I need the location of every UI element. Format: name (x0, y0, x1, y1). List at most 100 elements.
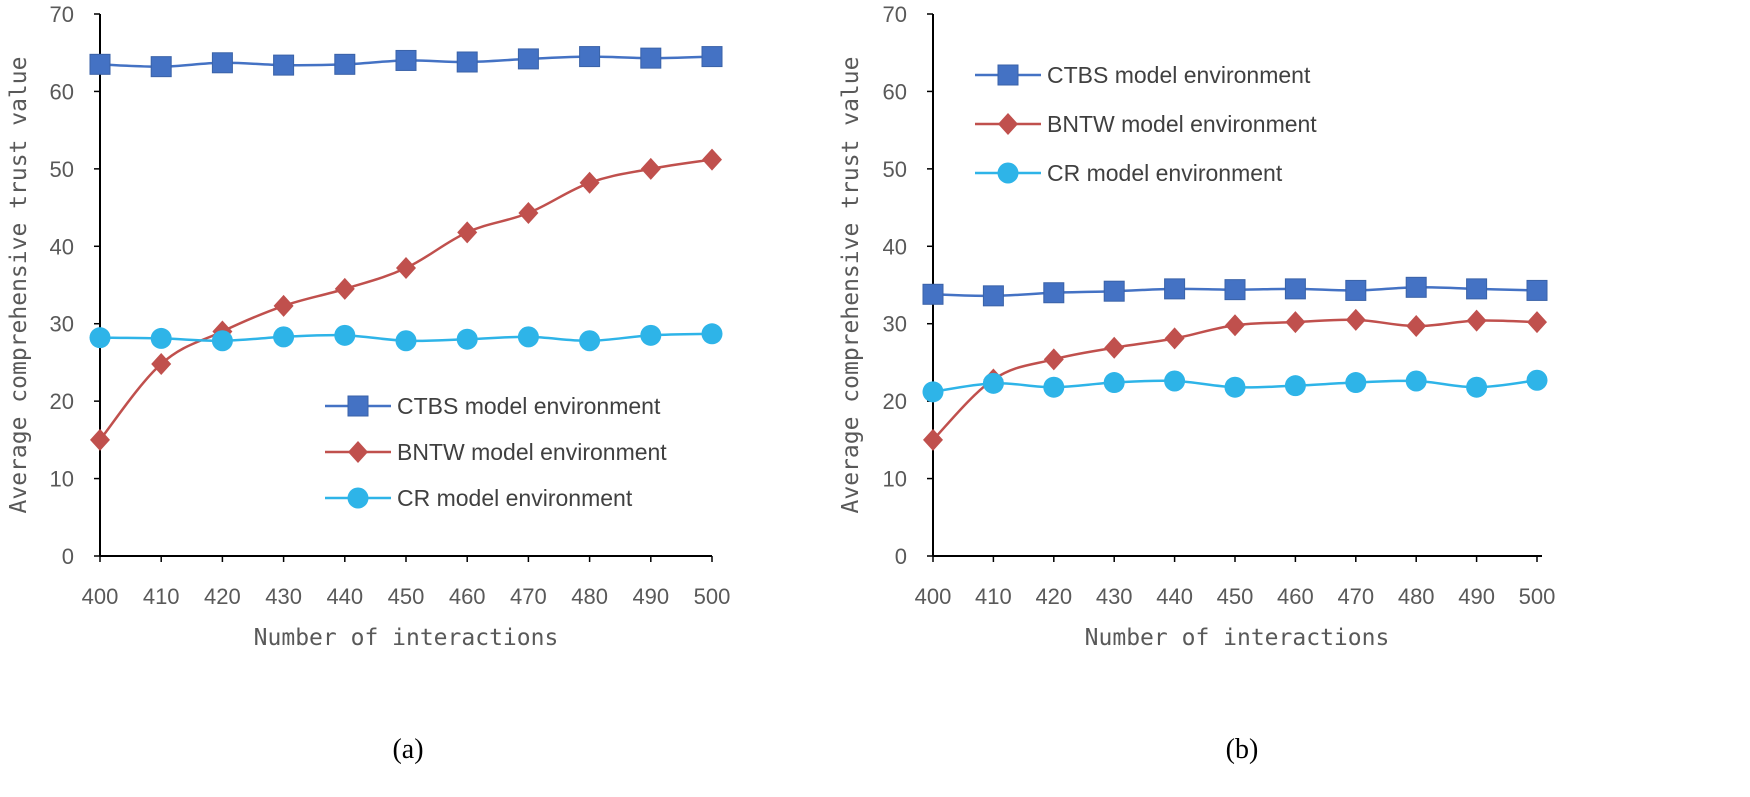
y-tick-label: 40 (883, 234, 907, 259)
y-tick-label: 10 (50, 467, 74, 492)
data-point (150, 56, 172, 78)
data-point (1224, 376, 1246, 398)
data-point (395, 49, 417, 71)
data-point (701, 46, 723, 68)
x-tick-label: 480 (571, 584, 608, 609)
data-point (701, 323, 723, 345)
data-point (273, 54, 295, 76)
legend: CTBS model environment BNTW model environ… (325, 393, 667, 511)
chart-panel-b: Average comprehensive trust value Number… (838, 2, 1555, 765)
data-point (334, 324, 356, 346)
data-point (1164, 278, 1186, 300)
x-tick-label: 400 (915, 584, 952, 609)
x-tick-label: 470 (1337, 584, 1374, 609)
legend-label: CTBS model environment (397, 393, 661, 419)
panel-caption: (b) (1226, 734, 1259, 765)
legend-marker (347, 395, 369, 417)
x-tick-label: 500 (1519, 584, 1556, 609)
data-point (640, 157, 661, 180)
data-point (1527, 311, 1547, 334)
data-point (456, 51, 478, 73)
data-point (1104, 336, 1125, 359)
legend-marker (997, 64, 1019, 86)
data-point (1466, 376, 1488, 398)
legend-marker (347, 487, 369, 509)
data-point (1043, 282, 1065, 304)
y-tick-label: 30 (883, 312, 907, 337)
data-point (1526, 279, 1548, 301)
data-point (1103, 372, 1125, 394)
y-tick-labels: 0 10 20 30 40 50 60 70 (50, 2, 100, 569)
data-point (457, 221, 478, 244)
y-tick-label: 20 (50, 389, 74, 414)
data-point (1225, 314, 1245, 337)
data-point (1345, 372, 1367, 394)
x-tick-label: 420 (1035, 584, 1072, 609)
y-tick-label: 70 (883, 2, 907, 27)
series-group (89, 46, 723, 451)
x-tick-label: 480 (1398, 584, 1435, 609)
data-point (396, 256, 416, 279)
data-point (89, 53, 111, 75)
x-tick-label: 470 (510, 584, 547, 609)
legend-label: BNTW model environment (1047, 111, 1317, 137)
data-point (640, 47, 662, 69)
y-tick-label: 50 (50, 157, 74, 182)
data-point (1043, 376, 1065, 398)
x-tick-label: 430 (265, 584, 302, 609)
data-point (1466, 278, 1488, 300)
y-axis-title: Average comprehensive trust value (6, 57, 32, 514)
legend-marker (997, 162, 1019, 184)
data-point (640, 324, 662, 346)
legend: CTBS model environment BNTW model environ… (975, 62, 1317, 186)
legend-label: BNTW model environment (397, 439, 667, 465)
data-point (1526, 369, 1548, 391)
data-point (922, 283, 944, 305)
x-tick-label: 460 (1277, 584, 1314, 609)
x-tick-label: 500 (694, 584, 731, 609)
data-point (1406, 315, 1427, 338)
x-tick-label: 490 (1458, 584, 1495, 609)
data-point (982, 372, 1004, 394)
data-point (1345, 279, 1367, 301)
x-axis-title: Number of interactions (254, 625, 559, 651)
x-axis-title: Number of interactions (1085, 625, 1390, 651)
series-group (922, 276, 1548, 451)
x-tick-label: 400 (82, 584, 119, 609)
data-point (1224, 279, 1246, 301)
y-tick-labels: 0 10 20 30 40 50 60 70 (883, 2, 933, 569)
data-point (334, 277, 355, 300)
x-tick-label: 450 (388, 584, 425, 609)
x-tick-label: 490 (632, 584, 669, 609)
x-tick-labels: 400 410 420 430 440 450 460 470 480 490 500 (82, 556, 731, 609)
data-point (922, 381, 944, 403)
y-tick-label: 10 (883, 467, 907, 492)
legend-label: CR model environment (1047, 160, 1283, 186)
data-point (1285, 311, 1306, 334)
y-tick-label: 40 (50, 234, 74, 259)
data-point (211, 330, 233, 352)
data-point (1405, 276, 1427, 298)
data-point (1345, 308, 1366, 331)
x-tick-label: 440 (1156, 584, 1193, 609)
data-point (1164, 327, 1185, 350)
y-tick-label: 70 (50, 2, 74, 27)
y-tick-label: 0 (895, 544, 907, 569)
data-point (150, 327, 172, 349)
data-point (517, 326, 539, 348)
data-point (456, 328, 478, 350)
data-point (1284, 375, 1306, 397)
data-point (1284, 278, 1306, 300)
legend-label: CTBS model environment (1047, 62, 1311, 88)
data-point (579, 171, 600, 194)
data-point (1405, 370, 1427, 392)
y-tick-label: 50 (883, 157, 907, 182)
y-tick-label: 20 (883, 389, 907, 414)
data-point (517, 48, 539, 70)
legend-marker (348, 441, 368, 463)
x-tick-label: 440 (326, 584, 363, 609)
x-tick-label: 430 (1096, 584, 1133, 609)
data-point (518, 201, 539, 224)
y-tick-label: 60 (883, 79, 907, 104)
